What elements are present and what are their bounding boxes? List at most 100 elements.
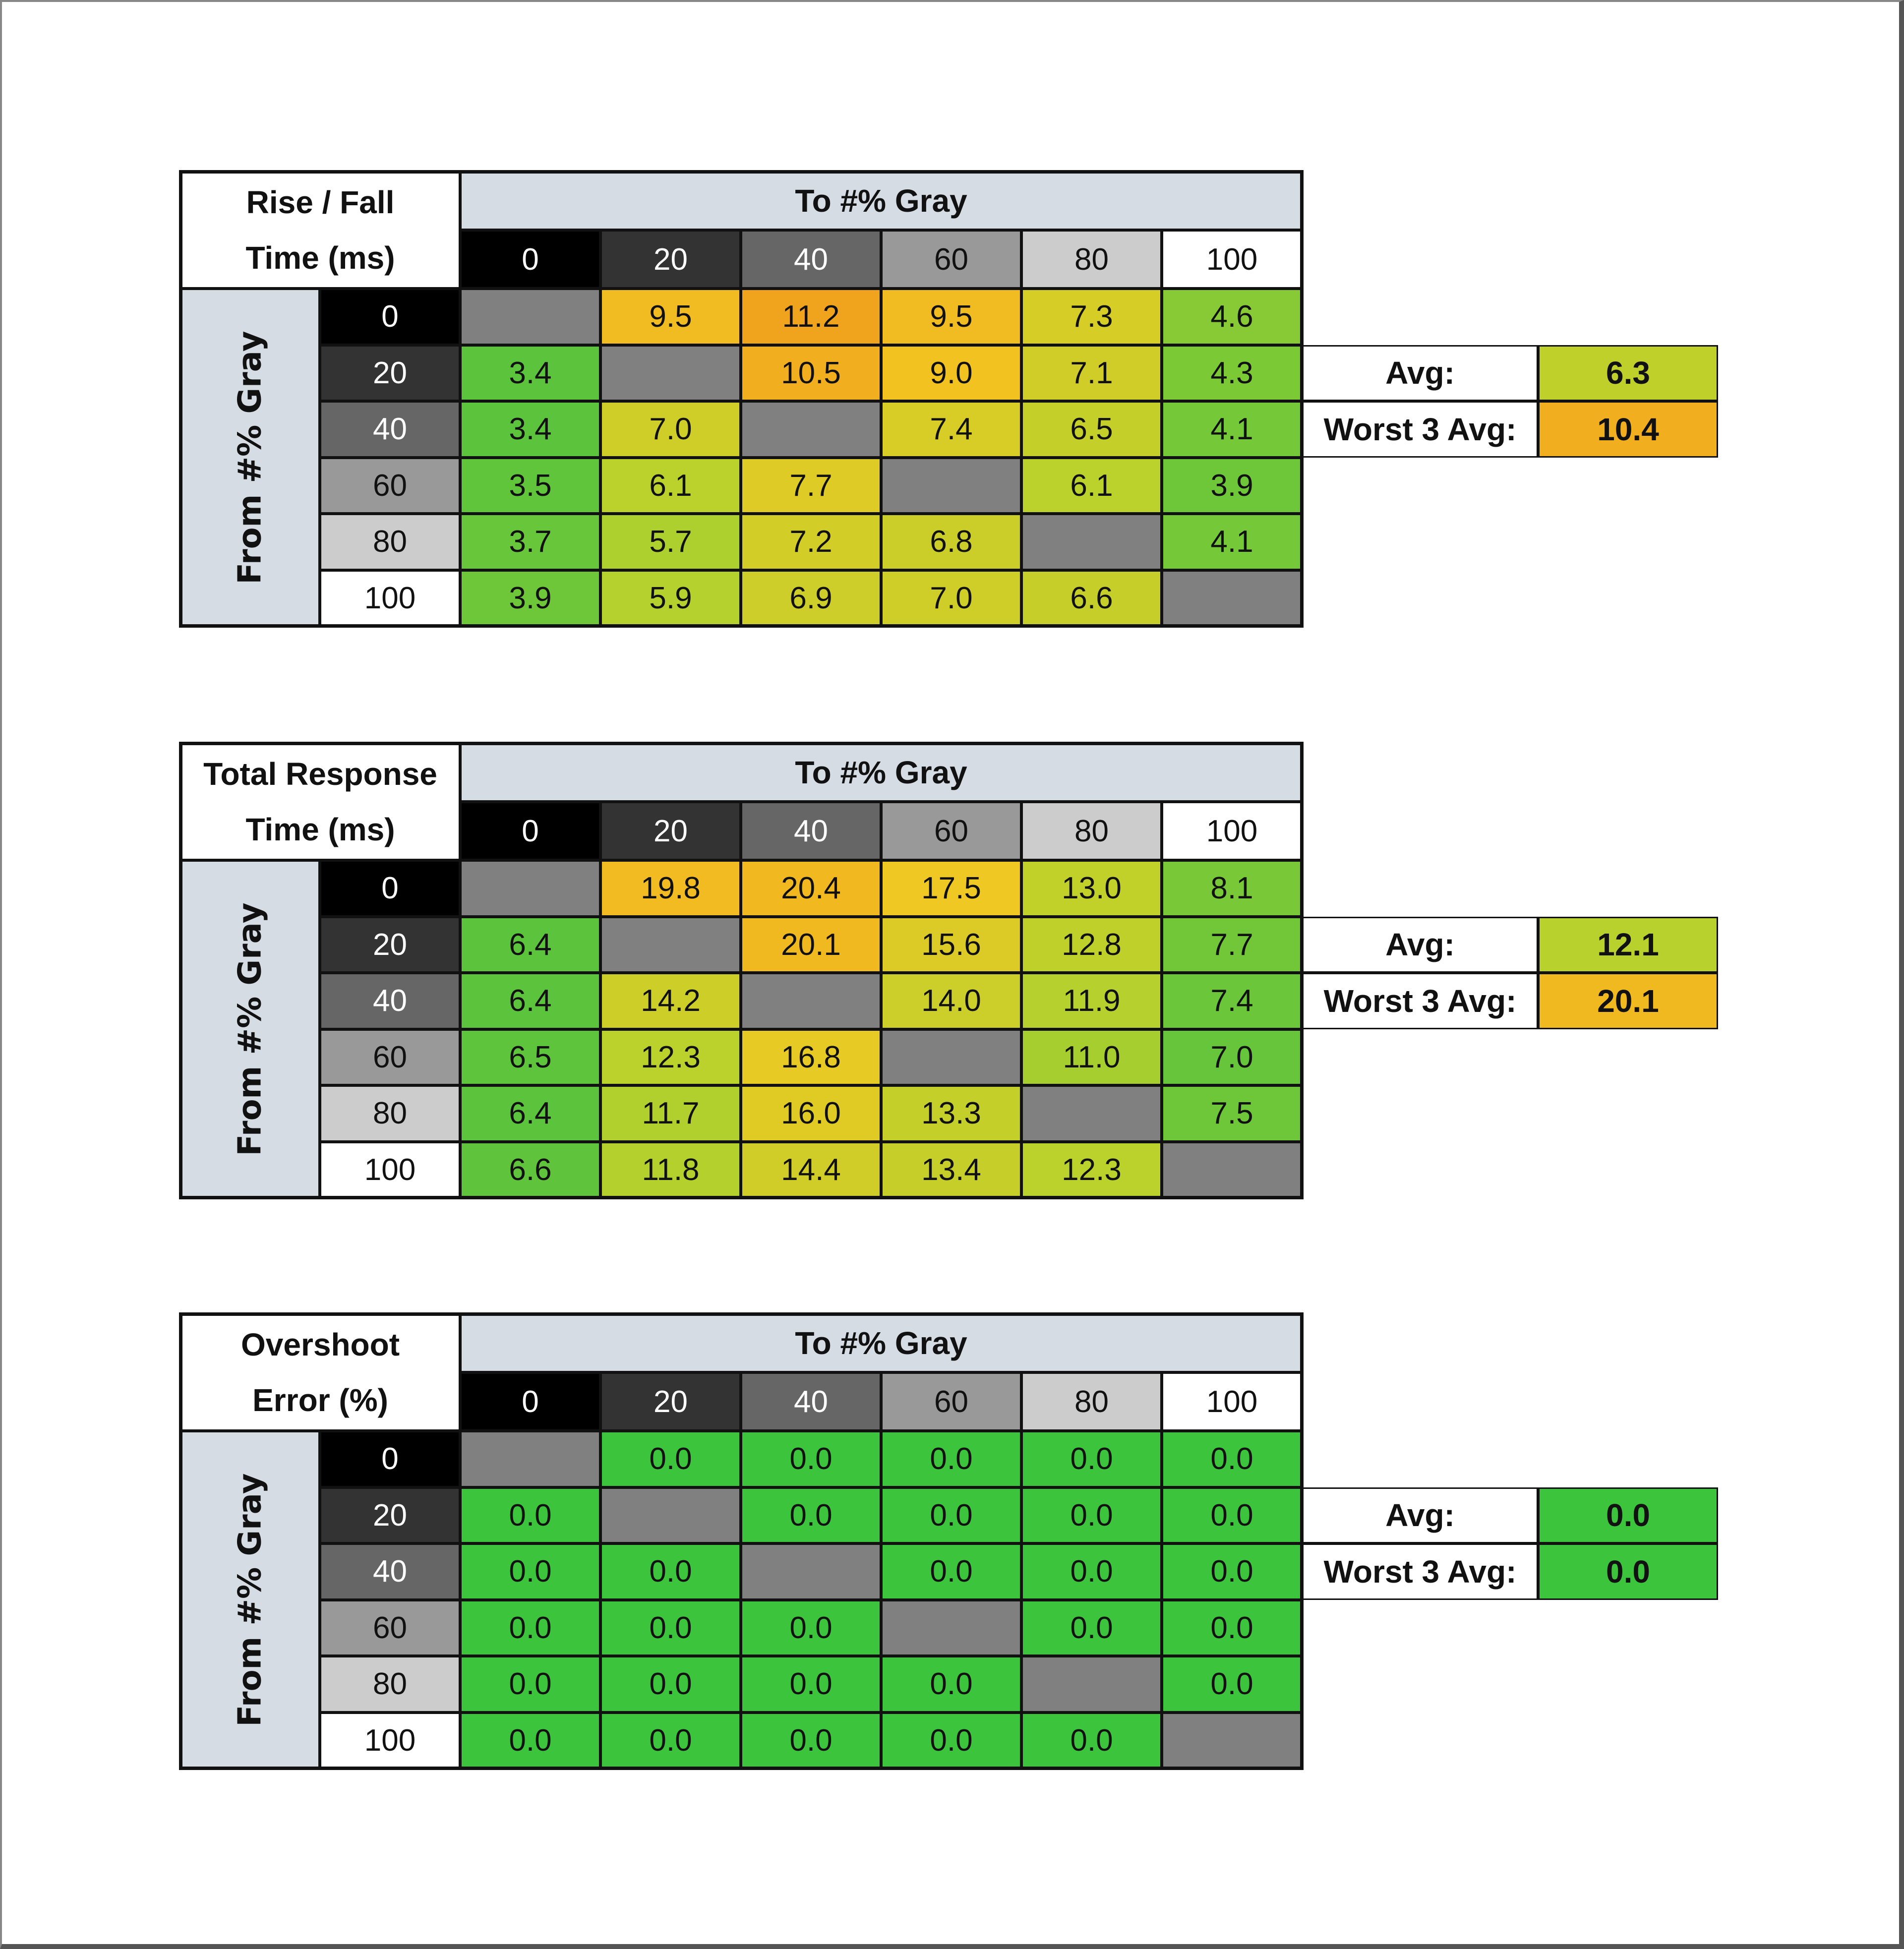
data-cell: 0.0 — [1021, 1543, 1162, 1600]
row-axis-header: From #% Gray — [180, 860, 320, 1198]
column-header-20: 20 — [600, 230, 741, 289]
data-cell: 0.0 — [1162, 1431, 1302, 1487]
table-title-line: Rise / Fall — [246, 184, 395, 220]
summary-value: 0.0 — [1538, 1487, 1718, 1543]
data-cell: 0.0 — [600, 1656, 741, 1713]
table-title-line: Overshoot — [240, 1327, 400, 1362]
column-axis-header: To #% Gray — [460, 743, 1302, 802]
data-cell: 0.0 — [1162, 1487, 1302, 1543]
column-header-40: 40 — [741, 1372, 881, 1431]
data-cell: 0.0 — [600, 1712, 741, 1769]
diagonal-cell — [600, 1487, 741, 1543]
summary-value: 10.4 — [1538, 401, 1718, 458]
data-cell: 0.0 — [881, 1712, 1021, 1769]
column-header-100: 100 — [1162, 230, 1302, 289]
row-header-0: 0 — [320, 1431, 460, 1487]
data-cell: 0.0 — [460, 1712, 600, 1769]
diagonal-cell — [460, 1431, 600, 1487]
row-header-80: 80 — [320, 514, 460, 570]
data-cell: 7.0 — [881, 570, 1021, 626]
data-cell: 0.0 — [600, 1431, 741, 1487]
data-cell: 15.6 — [881, 916, 1021, 973]
data-cell: 0.0 — [881, 1543, 1021, 1600]
data-cell: 9.0 — [881, 345, 1021, 401]
row-header-0: 0 — [320, 289, 460, 345]
column-header-80: 80 — [1021, 1372, 1162, 1431]
data-cell: 0.0 — [460, 1656, 600, 1713]
data-cell: 0.0 — [741, 1656, 881, 1713]
data-cell: 13.0 — [1021, 860, 1162, 917]
data-cell: 20.1 — [741, 916, 881, 973]
diagonal-cell — [460, 860, 600, 917]
data-cell: 0.0 — [600, 1599, 741, 1656]
table-title-line: Time (ms) — [245, 812, 395, 847]
column-header-80: 80 — [1021, 802, 1162, 860]
summary-value: 12.1 — [1538, 916, 1718, 973]
diagonal-cell — [741, 1543, 881, 1600]
data-cell: 12.8 — [1021, 916, 1162, 973]
row-header-100: 100 — [320, 1141, 460, 1198]
data-cell: 0.0 — [460, 1543, 600, 1600]
table-title: Total Response Time (ms) — [180, 743, 460, 860]
diagonal-cell — [881, 1029, 1021, 1085]
data-cell: 0.0 — [741, 1712, 881, 1769]
data-cell: 0.0 — [460, 1487, 600, 1543]
data-cell: 6.6 — [460, 1141, 600, 1198]
column-header-0: 0 — [460, 1372, 600, 1431]
data-cell: 6.4 — [460, 973, 600, 1029]
data-cell: 0.0 — [881, 1656, 1021, 1713]
row-axis-label: From #% Gray — [232, 330, 269, 585]
data-cell: 0.0 — [741, 1487, 881, 1543]
column-header-100: 100 — [1162, 802, 1302, 860]
data-cell: 7.7 — [741, 457, 881, 514]
row-axis-label: From #% Gray — [232, 902, 269, 1156]
diagonal-cell — [741, 401, 881, 458]
summary-value: 0.0 — [1538, 1543, 1718, 1600]
data-cell: 7.0 — [600, 401, 741, 458]
data-cell: 16.8 — [741, 1029, 881, 1085]
data-cell: 6.6 — [1021, 570, 1162, 626]
data-cell: 0.0 — [1021, 1712, 1162, 1769]
data-cell: 7.2 — [741, 514, 881, 570]
row-header-100: 100 — [320, 1712, 460, 1769]
data-cell: 14.4 — [741, 1141, 881, 1198]
data-cell: 6.4 — [460, 1085, 600, 1142]
data-cell: 20.4 — [741, 860, 881, 917]
row-header-100: 100 — [320, 570, 460, 626]
row-axis-header: From #% Gray — [180, 289, 320, 626]
data-cell: 4.1 — [1162, 514, 1302, 570]
diagonal-cell — [1021, 514, 1162, 570]
data-cell: 0.0 — [1162, 1543, 1302, 1600]
summary-label: Worst 3 Avg: — [1302, 401, 1538, 458]
data-cell: 12.3 — [600, 1029, 741, 1085]
data-cell: 14.2 — [600, 973, 741, 1029]
data-cell: 3.4 — [460, 345, 600, 401]
column-axis-header: To #% Gray — [460, 1314, 1302, 1372]
row-header-60: 60 — [320, 1029, 460, 1085]
data-cell: 4.3 — [1162, 345, 1302, 401]
row-header-40: 40 — [320, 973, 460, 1029]
diagonal-cell — [600, 345, 741, 401]
data-cell: 16.0 — [741, 1085, 881, 1142]
column-header-100: 100 — [1162, 1372, 1302, 1431]
data-cell: 3.9 — [460, 570, 600, 626]
data-cell: 5.9 — [600, 570, 741, 626]
row-header-20: 20 — [320, 1487, 460, 1543]
data-cell: 11.7 — [600, 1085, 741, 1142]
data-cell: 12.3 — [1021, 1141, 1162, 1198]
data-cell: 19.8 — [600, 860, 741, 917]
diagonal-cell — [460, 289, 600, 345]
column-header-0: 0 — [460, 802, 600, 860]
column-axis-header: To #% Gray — [460, 172, 1302, 230]
summary-label: Worst 3 Avg: — [1302, 1543, 1538, 1600]
summary-value: 6.3 — [1538, 345, 1718, 401]
column-header-60: 60 — [881, 230, 1021, 289]
data-cell: 0.0 — [741, 1599, 881, 1656]
diagonal-cell — [1162, 570, 1302, 626]
row-header-60: 60 — [320, 457, 460, 514]
diagonal-cell — [741, 973, 881, 1029]
data-cell: 6.9 — [741, 570, 881, 626]
data-cell: 3.9 — [1162, 457, 1302, 514]
column-header-80: 80 — [1021, 230, 1162, 289]
table-title-line: Total Response — [203, 756, 437, 792]
